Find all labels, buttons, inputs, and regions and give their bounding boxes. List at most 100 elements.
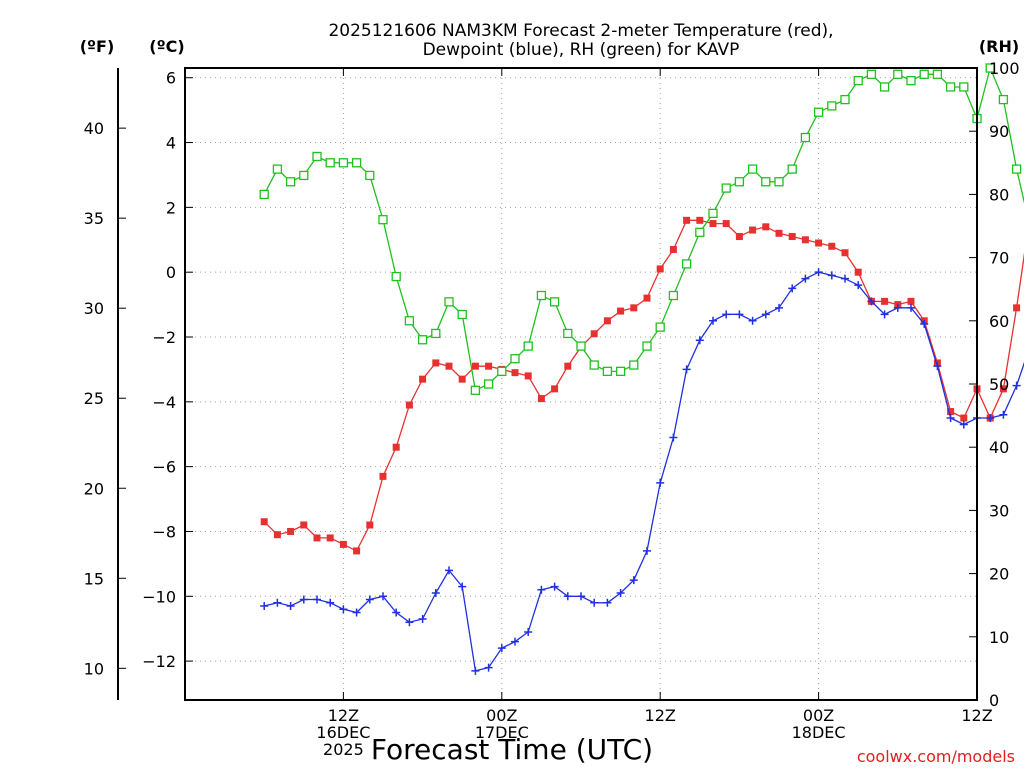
data-point <box>326 534 334 542</box>
data-point <box>379 592 387 601</box>
data-point <box>603 598 612 607</box>
rh-tick-label: 30 <box>989 501 1009 520</box>
data-point <box>365 170 375 181</box>
data-point <box>577 592 585 601</box>
data-point <box>828 242 836 250</box>
data-point <box>484 663 493 672</box>
data-point <box>616 589 625 598</box>
data-point <box>642 341 652 351</box>
data-point <box>549 297 560 307</box>
series-2-meter-temperature <box>260 216 1024 555</box>
plot-frame <box>184 67 978 701</box>
data-point <box>815 239 823 247</box>
series-rh <box>259 63 1024 395</box>
data-point <box>761 310 770 319</box>
data-point <box>854 281 863 290</box>
data-point <box>511 369 519 377</box>
data-point <box>906 75 916 86</box>
data-point <box>312 151 322 162</box>
data-point <box>775 303 783 312</box>
x-tick-label: 17DEC <box>475 723 529 742</box>
data-point <box>1012 381 1021 390</box>
data-point <box>536 290 547 301</box>
chart-title-line2: Dewpoint (blue), RH (green) for KAVP <box>423 40 740 60</box>
rh-tick-label: 40 <box>989 438 1009 457</box>
data-point <box>946 414 955 423</box>
data-point <box>458 582 467 591</box>
data-point <box>959 420 968 429</box>
data-point <box>893 303 902 312</box>
data-point <box>392 443 400 451</box>
data-point <box>630 304 638 312</box>
rh-tick-label: 100 <box>989 59 1020 78</box>
chart-title-line1: 2025121606 NAM3KM Forecast 2-meter Tempe… <box>328 21 833 41</box>
data-point <box>497 644 506 653</box>
data-point <box>285 177 296 187</box>
x-tick-label: 16DEC <box>316 723 370 742</box>
data-point <box>696 216 704 224</box>
data-point <box>747 164 758 174</box>
data-point <box>762 223 770 231</box>
data-point <box>933 362 942 371</box>
data-point <box>1011 164 1022 174</box>
data-point <box>656 265 664 273</box>
rh-tick-label: 50 <box>989 375 1009 394</box>
data-point <box>563 328 573 339</box>
data-point <box>920 320 929 329</box>
fahrenheit-tick-label: 20 <box>84 479 104 498</box>
data-point <box>286 602 295 611</box>
celsius-tick-label: −12 <box>142 652 176 671</box>
data-point <box>339 540 347 548</box>
data-point <box>260 518 268 526</box>
data-point <box>748 316 757 325</box>
data-point <box>722 220 730 228</box>
data-point <box>523 341 533 351</box>
celsius-tick-label: −8 <box>152 522 176 541</box>
data-point <box>853 75 863 86</box>
data-point <box>537 395 545 403</box>
data-point <box>458 375 466 383</box>
data-point <box>813 107 824 117</box>
data-point <box>471 362 479 370</box>
data-point <box>668 290 679 301</box>
data-point <box>985 63 995 73</box>
series-line <box>263 219 1024 552</box>
rh-tick-label: 80 <box>989 185 1009 204</box>
data-point <box>615 366 626 377</box>
data-point <box>417 335 428 345</box>
data-point <box>524 627 533 636</box>
data-point <box>537 585 546 594</box>
data-point <box>299 170 309 181</box>
data-point <box>880 310 889 319</box>
data-point <box>643 546 651 555</box>
data-point <box>695 227 705 237</box>
data-point <box>404 316 415 326</box>
data-point <box>510 354 520 364</box>
data-point <box>471 666 480 675</box>
data-point <box>867 297 876 306</box>
x-tick-label: 12Z <box>645 706 676 725</box>
celsius-tick-label: 6 <box>166 69 176 88</box>
data-point <box>734 177 745 187</box>
data-point <box>338 158 349 168</box>
data-point <box>854 268 862 276</box>
x-tick-label: 12Z <box>328 706 359 725</box>
rh-tick-label: 10 <box>989 628 1009 647</box>
data-point <box>787 164 797 174</box>
data-point <box>576 341 586 351</box>
data-point <box>392 608 401 617</box>
data-point <box>602 366 613 377</box>
data-point <box>879 82 890 92</box>
data-point <box>419 375 427 383</box>
data-point <box>590 330 598 338</box>
series-line <box>264 271 1024 672</box>
data-point <box>827 271 836 280</box>
data-point <box>564 362 572 370</box>
fahrenheit-tick-label: 10 <box>84 659 104 678</box>
data-point <box>959 82 969 92</box>
grid-lines <box>185 68 978 700</box>
data-point <box>814 268 823 277</box>
data-point <box>801 274 810 283</box>
data-point <box>353 547 361 555</box>
